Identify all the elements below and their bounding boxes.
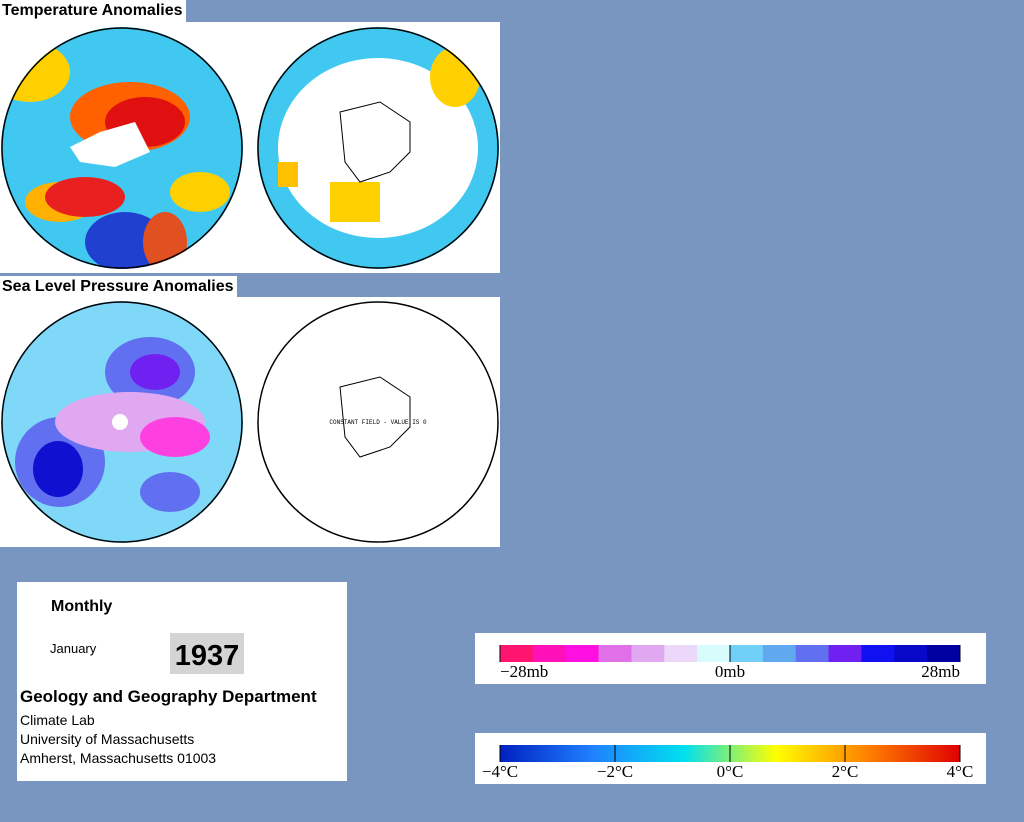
map-note: CONSTANT FIELD - VALUE IS 0 xyxy=(329,419,427,426)
pressure-maps: CONSTANT FIELD - VALUE IS 0 xyxy=(1,301,499,543)
color-swatch xyxy=(861,645,895,662)
info-box: Monthly January 1937 Geology and Geograp… xyxy=(17,582,347,781)
color-swatch xyxy=(927,645,961,662)
temperature-colorbar: −4°C −2°C 0°C 2°C 4°C xyxy=(475,733,986,784)
map-panel xyxy=(0,22,500,273)
color-swatch xyxy=(762,645,797,662)
south-map xyxy=(257,27,499,269)
colorbar-label: −4°C xyxy=(482,762,518,781)
color-swatch xyxy=(565,645,600,662)
pressure-colorbar: −28mb 0mb 28mb xyxy=(475,633,986,684)
panel-title: Temperature Anomalies xyxy=(0,0,186,22)
panel-title: Sea Level Pressure Anomalies xyxy=(0,276,237,298)
color-swatch xyxy=(532,645,567,662)
color-swatch xyxy=(697,645,731,662)
colorbar-label: −2°C xyxy=(597,762,633,781)
north-map xyxy=(1,301,243,543)
info-line: Amherst, Massachusetts 01003 xyxy=(20,750,217,766)
info-line: Climate Lab xyxy=(20,712,95,728)
color-swatch xyxy=(631,645,665,662)
heading: Monthly xyxy=(51,598,113,615)
color-swatch xyxy=(730,645,764,662)
department: Geology and Geography Department xyxy=(20,687,317,706)
color-swatch xyxy=(500,645,534,662)
north-map xyxy=(1,27,243,269)
color-swatch xyxy=(894,645,928,662)
colorbar-label: 2°C xyxy=(832,762,859,781)
colorbar-label: −28mb xyxy=(500,662,548,681)
month: January xyxy=(50,641,97,656)
year: 1937 xyxy=(170,633,244,674)
color-swatch xyxy=(795,645,830,662)
info-line: University of Massachusetts xyxy=(20,731,195,747)
colorbar-label: 0mb xyxy=(715,662,745,681)
color-swatch xyxy=(598,645,632,662)
map-panel: CONSTANT FIELD - VALUE IS 0 xyxy=(0,297,500,547)
colorbar-label: 28mb xyxy=(921,662,960,681)
color-swatch xyxy=(828,645,862,662)
temperature-maps xyxy=(1,27,499,269)
colorbar-label: 4°C xyxy=(947,762,974,781)
color-swatch xyxy=(664,645,698,662)
colorbar-label: 0°C xyxy=(717,762,744,781)
